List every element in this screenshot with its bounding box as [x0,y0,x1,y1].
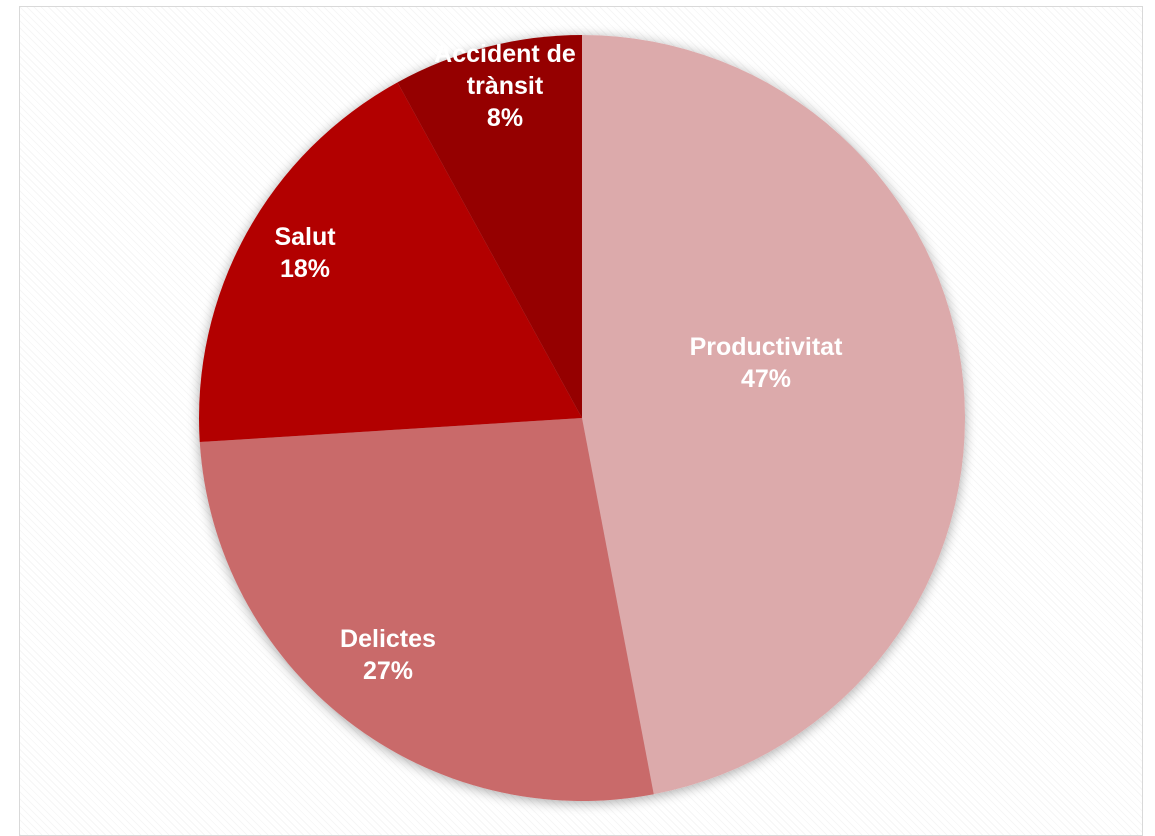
pie-slice-salut [199,82,582,443]
slice-label-0: Productivitat 47% [690,333,843,393]
pie-slice-productivitat [582,35,966,795]
slice-category-label: Productivitat [690,333,843,361]
pie-slice-delictes [199,418,654,801]
slice-label-2: Salut 18% [274,223,336,283]
slice-category-label: trànsit [467,72,544,100]
slice-value-label: 8% [487,104,523,132]
slice-label-1: Delictes 27% [340,625,436,685]
slice-category-label: Accident de [434,40,576,68]
pie-slice-accident-de-trànsit [397,35,582,418]
pie-slices [199,35,966,801]
slice-category-label: Delictes [340,625,436,653]
slice-value-label: 47% [741,365,791,393]
slice-category-label: Salut [274,223,336,251]
slice-label-3: Accident de trànsit 8% [434,40,576,132]
slice-value-label: 18% [280,255,330,283]
pie-labels: Productivitat 47% Delictes 27% Salut 18% Accid… [274,40,843,685]
slice-value-label: 27% [363,657,413,685]
